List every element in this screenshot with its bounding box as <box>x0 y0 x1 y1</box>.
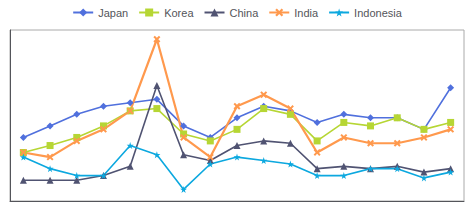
svg-text:Japan: Japan <box>98 7 128 19</box>
svg-text:India: India <box>294 7 319 19</box>
svg-text:China: China <box>230 7 260 19</box>
svg-text:Korea: Korea <box>164 7 194 19</box>
svg-text:Indonesia: Indonesia <box>354 7 403 19</box>
